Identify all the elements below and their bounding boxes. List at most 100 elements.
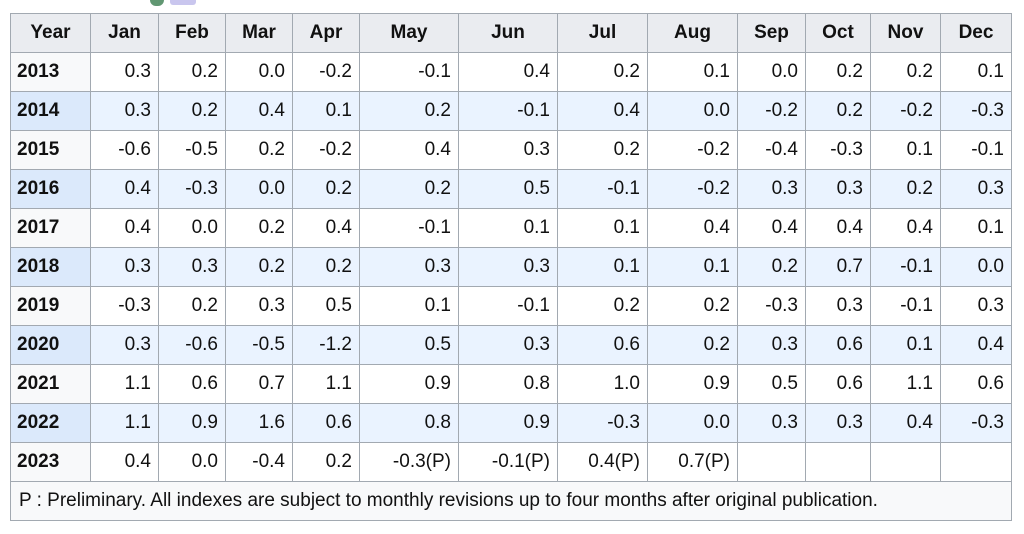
- table-cell: 0.3: [805, 403, 871, 443]
- table-cell: -0.1(P): [458, 442, 558, 482]
- table-cell: 0.3: [90, 91, 159, 131]
- table-row: 2019 -0.3 0.2 0.3 0.5 0.1 -0.1 0.2 0.2 -0.3 0.3 -0.…: [10, 286, 1012, 326]
- table-cell: -0.2: [647, 130, 738, 170]
- table-cell: 0.0: [647, 403, 738, 443]
- table-cell: 0.3: [737, 325, 806, 365]
- table-cell: 0.3: [359, 247, 459, 287]
- table-cell: 0.1: [557, 208, 648, 248]
- table-cell: 1.1: [90, 403, 159, 443]
- table-cell: 0.2: [359, 169, 459, 209]
- table-cell: 0.0: [737, 52, 806, 92]
- column-header-jul: Jul: [557, 13, 648, 53]
- table-cell: 0.4: [737, 208, 806, 248]
- table-cell: 0.9: [647, 364, 738, 404]
- table-cell: 0.1: [292, 91, 360, 131]
- table-cell: 0.2: [647, 286, 738, 326]
- table-cell: 0.1: [870, 325, 941, 365]
- column-header-oct: Oct: [805, 13, 871, 53]
- table-cell: 0.2: [737, 247, 806, 287]
- table-cell: 0.2: [647, 325, 738, 365]
- row-year: 2019: [10, 286, 91, 326]
- table-cell: [940, 442, 1012, 482]
- table-cell: 0.7: [805, 247, 871, 287]
- table-row: 2018 0.3 0.3 0.2 0.2 0.3 0.3 0.1 0.1 0.2 0.7 -0.1 0.…: [10, 247, 1012, 287]
- table-cell: -0.1: [458, 286, 558, 326]
- table-cell: 0.9: [158, 403, 226, 443]
- table-cell: [737, 442, 806, 482]
- table-cell: 0.3: [737, 403, 806, 443]
- table-cell: -0.2: [292, 130, 360, 170]
- table-cell: 0.2: [158, 91, 226, 131]
- table-row: 2020 0.3 -0.6 -0.5 -1.2 0.5 0.3 0.6 0.2 0.3 0.6 0.1…: [10, 325, 1012, 365]
- table-cell: 0.4: [90, 208, 159, 248]
- table-row: 2017 0.4 0.0 0.2 0.4 -0.1 0.1 0.1 0.4 0.4 0.4 0.4 0.…: [10, 208, 1012, 248]
- column-header-feb: Feb: [158, 13, 226, 53]
- table-cell: 0.3: [90, 325, 159, 365]
- table-cell: 0.0: [158, 442, 226, 482]
- column-header-dec: Dec: [940, 13, 1012, 53]
- table-cell: 0.1: [940, 52, 1012, 92]
- table-cell: 0.3: [158, 247, 226, 287]
- table-cell: -0.3: [158, 169, 226, 209]
- table-cell: -0.6: [90, 130, 159, 170]
- table-cell: 0.6: [805, 325, 871, 365]
- table-cell: 0.2: [225, 247, 293, 287]
- table-cell: 0.1: [557, 247, 648, 287]
- table-row: 2016 0.4 -0.3 0.0 0.2 0.2 0.5 -0.1 -0.2 0.3 0.3 0.2…: [10, 169, 1012, 209]
- table-cell: 1.0: [557, 364, 648, 404]
- table-cell: 0.2: [292, 169, 360, 209]
- table-cell: 0.4(P): [557, 442, 648, 482]
- column-header-aug: Aug: [647, 13, 738, 53]
- column-header-nov: Nov: [870, 13, 941, 53]
- table-cell: 0.2: [805, 52, 871, 92]
- column-header-jan: Jan: [90, 13, 159, 53]
- table-cell: -0.3: [805, 130, 871, 170]
- table-cell: 0.3: [458, 325, 558, 365]
- table-cell: -0.3: [940, 91, 1012, 131]
- table-cell: 0.7: [225, 364, 293, 404]
- table-cell: -0.3: [737, 286, 806, 326]
- table-cell: -0.1: [940, 130, 1012, 170]
- table-cell: 0.5: [737, 364, 806, 404]
- table-cell: -1.2: [292, 325, 360, 365]
- table-cell: 0.4: [90, 169, 159, 209]
- table-cell: [805, 442, 871, 482]
- table-cell: 0.5: [359, 325, 459, 365]
- table-row: 2014 0.3 0.2 0.4 0.1 0.2 -0.1 0.4 0.0 -0.2 0.2 -0.2…: [10, 91, 1012, 131]
- table-cell: [870, 442, 941, 482]
- table-cell: -0.1: [458, 91, 558, 131]
- table-cell: 0.4: [940, 325, 1012, 365]
- table-row: 2022 1.1 0.9 1.6 0.6 0.8 0.9 -0.3 0.0 0.3 0.3 0.4 -0…: [10, 403, 1012, 443]
- table-cell: -0.4: [225, 442, 293, 482]
- table-cell: -0.4: [737, 130, 806, 170]
- table-cell: 0.6: [158, 364, 226, 404]
- header-row: Year Jan Feb Mar Apr May Jun Jul Aug Sep Oct Nov Dec: [10, 13, 1012, 53]
- purple-logo-icon: [170, 0, 196, 5]
- table-cell: 0.2: [359, 91, 459, 131]
- table-cell: 0.0: [225, 169, 293, 209]
- table-cell: 0.9: [458, 403, 558, 443]
- table-cell: 1.6: [225, 403, 293, 443]
- green-logo-icon: [150, 0, 164, 6]
- table-cell: 1.1: [90, 364, 159, 404]
- row-year: 2016: [10, 169, 91, 209]
- column-header-sep: Sep: [737, 13, 806, 53]
- table-cell: 0.1: [458, 208, 558, 248]
- table-cell: 0.2: [557, 130, 648, 170]
- table-cell: 0.3: [458, 247, 558, 287]
- table-cell: -0.6: [158, 325, 226, 365]
- table-cell: 0.4: [647, 208, 738, 248]
- row-year: 2021: [10, 364, 91, 404]
- table-cell: 0.7(P): [647, 442, 738, 482]
- table-cell: 0.3: [805, 286, 871, 326]
- table-cell: 1.1: [292, 364, 360, 404]
- table-cell: -0.3: [557, 403, 648, 443]
- table-cell: 0.5: [292, 286, 360, 326]
- column-header-mar: Mar: [225, 13, 293, 53]
- table-cell: 0.9: [359, 364, 459, 404]
- row-year: 2017: [10, 208, 91, 248]
- table-cell: 0.6: [940, 364, 1012, 404]
- table-cell: 0.8: [458, 364, 558, 404]
- table-cell: -0.5: [225, 325, 293, 365]
- row-year: 2013: [10, 52, 91, 92]
